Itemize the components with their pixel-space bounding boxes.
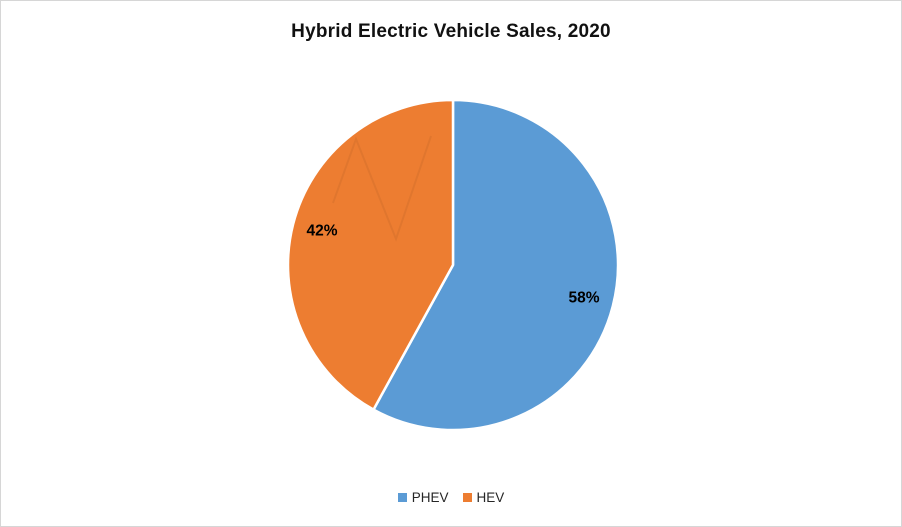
data-label-hev: 42%	[306, 222, 337, 239]
legend-swatch-phev	[397, 493, 407, 502]
pie-slice-phev	[372, 98, 620, 432]
chart-title: Hybrid Electric Vehicle Sales, 2020	[291, 21, 611, 42]
legend-label-phev: PHEV	[411, 490, 449, 505]
legend-item-phev: PHEV	[397, 490, 449, 505]
slice-shading-artifact	[332, 135, 432, 242]
legend-item-hev: HEV	[462, 490, 505, 505]
pie-slice-hev	[286, 98, 455, 411]
data-label-phev: 58%	[568, 290, 599, 307]
legend: PHEV HEV	[1, 490, 901, 505]
legend-swatch-hev	[462, 493, 472, 502]
legend-label-hev: HEV	[476, 490, 505, 505]
